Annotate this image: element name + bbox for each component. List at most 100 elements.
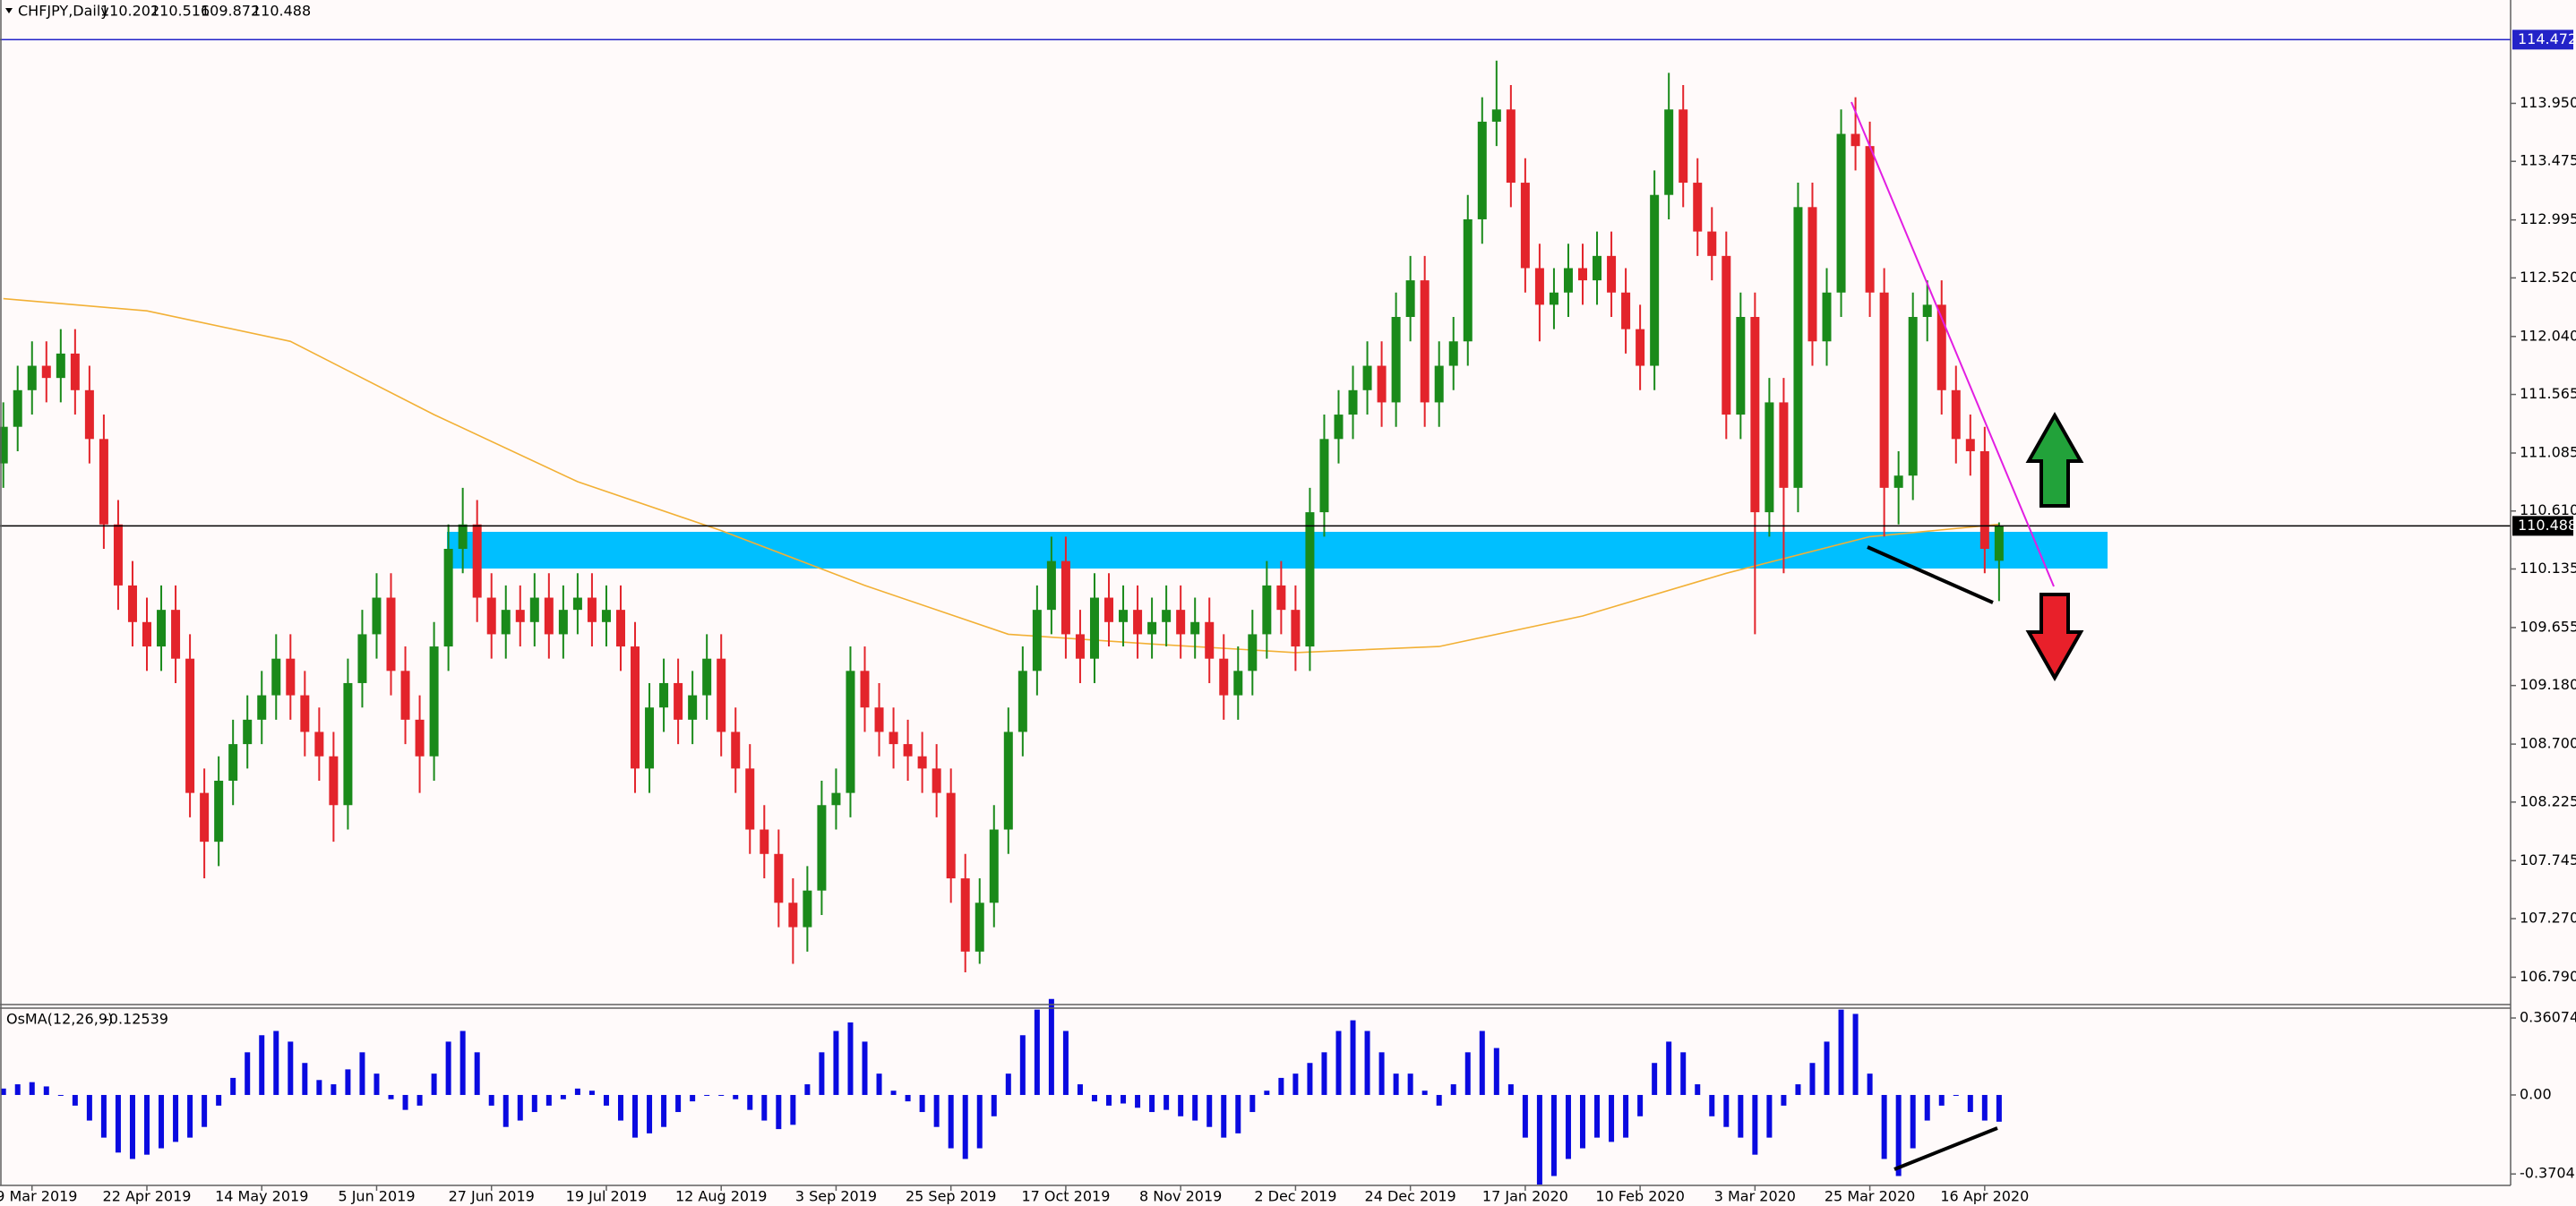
osma-bar	[847, 1022, 854, 1095]
marks-layer	[0, 38, 2516, 1191]
candle-body	[1965, 439, 1975, 451]
osma-bar	[1321, 1052, 1327, 1095]
candle-body	[860, 671, 870, 708]
x-tick-label: 5 Jun 2019	[338, 1188, 415, 1205]
candle-body	[1291, 610, 1301, 647]
y-tick-label: 113.950	[2520, 94, 2576, 111]
candle-body	[1176, 610, 1186, 635]
osma-bar	[1264, 1091, 1270, 1095]
candle-body	[200, 792, 210, 842]
osma-bar	[488, 1094, 494, 1106]
x-tick-label: 3 Sep 2019	[795, 1188, 877, 1205]
osma-bar	[1550, 1094, 1557, 1176]
candle-body	[1994, 526, 2004, 561]
osma-bar	[173, 1094, 179, 1142]
candle-body	[458, 524, 468, 550]
osma-bar	[1364, 1031, 1370, 1095]
candle-body	[1664, 109, 1674, 195]
osma-bar	[1149, 1094, 1155, 1113]
osma-bar	[704, 1094, 710, 1096]
candle-body	[1549, 292, 1558, 305]
osma-bar	[1378, 1052, 1385, 1095]
osma-bar	[1350, 1020, 1356, 1095]
osma-bar	[1249, 1094, 1256, 1113]
osma-bar	[617, 1094, 623, 1121]
y-tick-label: 107.745	[2520, 851, 2576, 868]
candle-body	[1391, 317, 1401, 403]
candle-body	[803, 890, 812, 928]
osma-bar	[1307, 1063, 1313, 1095]
candle-body	[214, 781, 224, 842]
osma-bar	[1235, 1094, 1241, 1133]
candle-body	[41, 365, 51, 379]
x-tick-label: 27 Jun 2019	[449, 1188, 535, 1205]
osma-bar	[1852, 1014, 1859, 1095]
osma-bar	[302, 1063, 308, 1095]
candle-body	[1119, 610, 1129, 622]
price-level-label: 114.472	[2518, 30, 2576, 47]
quote-close: 110.488	[252, 3, 311, 20]
y-tick-label: 0.00	[2520, 1085, 2552, 1102]
osma-bar	[1421, 1091, 1428, 1095]
osma-bar	[144, 1094, 150, 1155]
osma-bar	[459, 1031, 466, 1095]
candle-body	[1736, 317, 1746, 415]
candle-body	[1693, 183, 1703, 232]
quote-high: 110.516	[150, 3, 210, 20]
osma-bar	[690, 1094, 696, 1102]
x-tick-label: 29 Mar 2019	[0, 1188, 77, 1205]
x-tick-label: 25 Sep 2019	[906, 1188, 996, 1205]
osma-bar	[890, 1091, 897, 1095]
price-level-label: 110.488	[2518, 517, 2576, 534]
candle-body	[1779, 402, 1789, 488]
candle-body	[386, 597, 396, 671]
osma-bar	[1407, 1073, 1413, 1095]
y-tick-label: 112.520	[2520, 269, 2576, 286]
osma-bar	[1881, 1094, 1887, 1159]
candle-body	[429, 646, 439, 757]
candle-body	[631, 646, 640, 769]
candle-body	[157, 610, 167, 647]
candle-body	[760, 829, 769, 854]
osma-bar	[216, 1094, 222, 1106]
candle-body	[1190, 621, 1200, 635]
candle-body	[357, 634, 367, 683]
osma-bar	[1594, 1094, 1601, 1138]
candle-body	[127, 585, 137, 622]
osma-bar	[1809, 1063, 1816, 1095]
y-tick-label: 109.655	[2520, 618, 2576, 635]
candle-body	[1506, 109, 1516, 184]
osma-bar	[374, 1073, 380, 1095]
osma-bar	[0, 1088, 6, 1095]
trend-line	[1850, 101, 2055, 587]
candle-body	[903, 744, 913, 757]
candle-body	[185, 658, 195, 793]
osma-bar	[517, 1094, 523, 1121]
y-tick-label: 108.700	[2520, 735, 2576, 752]
candle-body	[874, 707, 884, 732]
osma-bar	[733, 1094, 739, 1099]
osma-bar	[675, 1094, 682, 1113]
quote-low: 109.872	[201, 3, 260, 20]
osma-bar	[1623, 1094, 1629, 1138]
candle-body	[27, 365, 37, 390]
up-arrow	[2025, 411, 2084, 508]
x-tick-label: 25 Mar 2020	[1825, 1188, 1915, 1205]
candle-body	[1219, 658, 1229, 696]
osma-bar	[1996, 1094, 2002, 1122]
osma-bar	[1005, 1073, 1011, 1095]
osma-bar	[1335, 1031, 1342, 1095]
candle-body	[1865, 146, 1875, 293]
x-tick-label: 19 Jul 2019	[566, 1188, 648, 1205]
osma-bar	[1206, 1094, 1213, 1127]
candle-body	[99, 439, 108, 525]
osma-bar	[1479, 1031, 1485, 1095]
frame	[0, 0, 2512, 1186]
support-zone	[447, 532, 2108, 569]
y-tick-label: -0.37041	[2520, 1165, 2576, 1182]
candle-body	[674, 682, 683, 720]
x-tick-label: 24 Dec 2019	[1365, 1188, 1456, 1205]
osma-bar	[560, 1094, 566, 1099]
osma-bar	[1666, 1041, 1672, 1095]
candle-body	[544, 597, 554, 635]
